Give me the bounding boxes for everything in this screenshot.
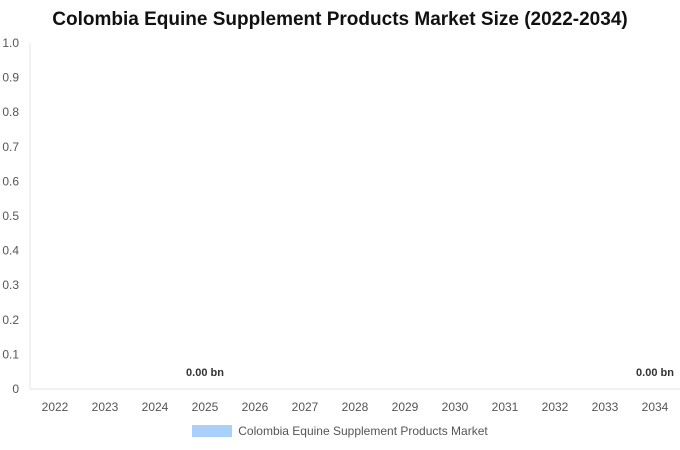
y-tick-label: 0.5 (2, 209, 19, 223)
y-tick-label: 0.6 (2, 174, 19, 188)
x-tick-label: 2024 (142, 400, 169, 414)
data-label: 0.00 bn (636, 367, 674, 379)
y-tick-label: 0.2 (2, 313, 19, 327)
x-tick-label: 2028 (342, 400, 369, 414)
x-tick-label: 2026 (242, 400, 269, 414)
x-tick-label: 2022 (42, 400, 69, 414)
legend-label: Colombia Equine Supplement Products Mark… (238, 424, 488, 438)
x-tick-label: 2023 (92, 400, 119, 414)
chart-title: Colombia Equine Supplement Products Mark… (52, 9, 628, 30)
x-tick-label: 2033 (592, 400, 619, 414)
x-tick-label: 2032 (542, 400, 569, 414)
y-tick-label: 0.7 (2, 140, 19, 154)
x-tick-label: 2034 (642, 400, 669, 414)
x-tick-label: 2029 (392, 400, 419, 414)
data-label: 0.00 bn (186, 367, 224, 379)
y-tick-label: 1.0 (2, 36, 19, 50)
y-tick-label: 0.4 (2, 244, 19, 258)
x-tick-label: 2030 (442, 400, 469, 414)
x-tick-label: 2025 (192, 400, 219, 414)
x-tick-label: 2031 (492, 400, 519, 414)
y-tick-label: 0.1 (2, 347, 19, 361)
x-tick-label: 2027 (292, 400, 319, 414)
y-tick-label: 0.9 (2, 71, 19, 85)
legend-swatch (192, 425, 233, 437)
legend: Colombia Equine Supplement Products Mark… (0, 424, 680, 438)
y-tick-label: 0.8 (2, 105, 19, 119)
y-tick-label: 0.3 (2, 278, 19, 292)
y-tick-label: 0 (12, 382, 19, 396)
